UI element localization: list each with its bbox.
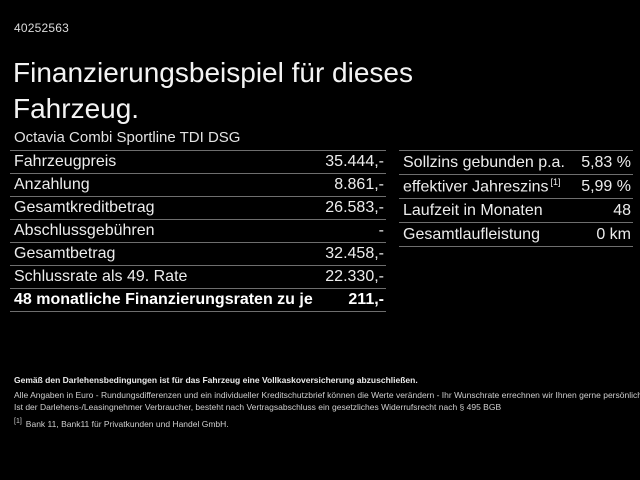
row-label: Fahrzeugpreis [14, 153, 117, 170]
row-value: 26.583,- [325, 199, 384, 216]
row-label: Gesamtkreditbetrag [14, 199, 155, 216]
vehicle-model-subtitle: Octavia Combi Sportline TDI DSG [14, 129, 241, 146]
row-value: 5,99 % [581, 177, 631, 195]
vehicle-id: 40252563 [14, 21, 69, 35]
row-label: Laufzeit in Monaten [403, 201, 543, 219]
fine-print: Gemäß den Darlehensbedingungen ist für d… [14, 374, 640, 414]
row-value: 35.444,- [325, 153, 384, 170]
row-label: Gesamtlaufleistung [403, 225, 540, 243]
footnote-marker: [1] [14, 418, 22, 425]
footnote-marker: [1] [550, 176, 561, 187]
table-row: Gesamtkreditbetrag 26.583,- [10, 197, 386, 220]
finance-table: Fahrzeugpreis 35.444,- Anzahlung 8.861,-… [10, 150, 386, 312]
table-row: Anzahlung 8.861,- [10, 174, 386, 197]
fine-print-insurance-note: Gemäß den Darlehensbedingungen ist für d… [14, 375, 418, 385]
row-label: Sollzins gebunden p.a. [403, 153, 565, 171]
row-label: Abschlussgebühren [14, 222, 155, 239]
row-value: 211,- [348, 291, 384, 308]
row-label: 48 monatliche Finanzierungsraten zu je [14, 291, 313, 308]
bank-footnote: [1] Bank 11, Bank11 für Privatkunden und … [14, 418, 630, 429]
table-row: Schlussrate als 49. Rate 22.330,- [10, 266, 386, 289]
row-value: 0 km [596, 225, 631, 243]
row-value: 48 [613, 201, 631, 219]
table-row: Gesamtlaufleistung 0 km [399, 223, 633, 247]
table-row: Gesamtbetrag 32.458,- [10, 243, 386, 266]
row-label: Gesamtbetrag [14, 245, 116, 262]
row-value: 22.330,- [325, 268, 384, 285]
table-row: Sollzins gebunden p.a. 5,83 % [399, 151, 633, 175]
row-label: Schlussrate als 49. Rate [14, 268, 188, 285]
table-row: Laufzeit in Monaten 48 [399, 199, 633, 223]
table-row: Fahrzeugpreis 35.444,- [10, 151, 386, 174]
row-label: Anzahlung [14, 176, 90, 193]
row-value: 32.458,- [325, 245, 384, 262]
row-value: 8.861,- [334, 176, 384, 193]
table-row: effektiver Jahreszins [1] 5,99 % [399, 175, 633, 199]
table-row: Abschlussgebühren - [10, 220, 386, 243]
fine-print-withdrawal-note: Ist der Darlehens-/Leasingnehmer Verbrau… [14, 402, 502, 412]
table-row-monthly-rate: 48 monatliche Finanzierungsraten zu je 2… [10, 289, 386, 312]
footnote-text: Bank 11, Bank11 für Privatkunden und Han… [25, 418, 229, 429]
fine-print-disclaimer: Alle Angaben in Euro - Rundungsdifferenz… [14, 389, 640, 400]
page-title: Finanzierungsbeispiel für dieses Fahrzeu… [13, 57, 413, 124]
conditions-table: Sollzins gebunden p.a. 5,83 % effektiver… [399, 150, 633, 247]
row-label: effektiver Jahreszins [1] [403, 176, 561, 196]
row-value: - [378, 222, 384, 239]
row-value: 5,83 % [581, 153, 631, 171]
